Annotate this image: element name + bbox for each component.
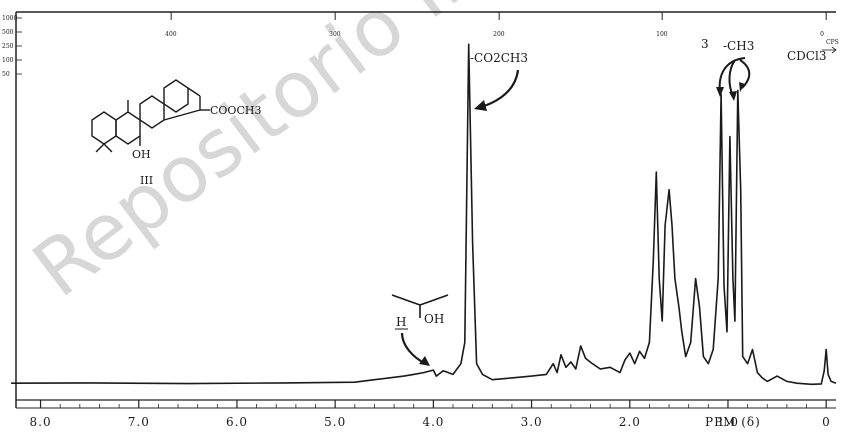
carbinol-bond-2 xyxy=(419,294,449,306)
carbinol-bond-1 xyxy=(391,294,421,306)
structure-ester-label: COOCH3 xyxy=(210,104,261,117)
carbinol-arrow xyxy=(400,332,427,365)
carbinol-h-label: H xyxy=(396,315,406,329)
ppm-tick-label: 1.0 xyxy=(717,415,739,429)
bridge-3 xyxy=(163,109,201,121)
cps-tick-label: 0 xyxy=(820,31,824,38)
ppm-tick-label: 4.0 xyxy=(422,415,444,429)
ppm-tick-label: 2.0 xyxy=(619,415,641,429)
cps-tick-label: 100 xyxy=(656,31,668,38)
methyl-arrow-mid-head xyxy=(729,91,737,101)
compound-label: III xyxy=(140,174,153,187)
cps-tick-label: 400 xyxy=(165,31,177,38)
ring-c xyxy=(139,95,165,129)
cps-unit-label: CPS xyxy=(826,39,839,46)
methyl-arrow-mid xyxy=(728,59,736,97)
x-axis-label: PPM (δ) xyxy=(705,415,761,429)
ring-a xyxy=(91,111,117,145)
left-scale-label: 50 xyxy=(2,71,10,78)
ester-arrow-head xyxy=(474,100,487,111)
left-scale-label: 250 xyxy=(2,43,14,50)
ppm-tick-label: 0 xyxy=(822,415,831,429)
watermark-text: Repositorio Inst xyxy=(17,0,555,315)
ppm-tick-label: 6.0 xyxy=(226,415,248,429)
methyl-arrow-right-head xyxy=(739,82,745,92)
ring-b xyxy=(115,111,141,145)
chemical-structure xyxy=(91,79,210,153)
ring-d xyxy=(163,79,189,113)
ppm-tick-label: 7.0 xyxy=(128,415,150,429)
ester-annotation: -CO2CH3 xyxy=(470,51,528,65)
carbinol-annotation: H OH xyxy=(391,294,449,366)
cps-scale: 400 300 200 100 0 xyxy=(165,12,827,38)
cps-tick-label: 200 xyxy=(493,31,505,38)
left-scale-label: 500 xyxy=(2,29,14,36)
left-scale-label: 100 xyxy=(2,57,14,64)
methyl-arrow-right xyxy=(739,59,751,89)
methyl-arrow-left-head xyxy=(716,87,724,97)
cps-arrow-head xyxy=(831,46,837,54)
ppm-tick-label: 5.0 xyxy=(324,415,346,429)
carbinol-arrow-head xyxy=(419,356,430,366)
carbinol-oh-label: OH xyxy=(424,312,444,326)
cps-tick-label: 300 xyxy=(329,31,341,38)
spectrum-line xyxy=(11,43,837,386)
ppm-axis: 8.0 7.0 6.0 5.0 4.0 3.0 2.0 1.0 0 xyxy=(30,400,831,429)
left-scale-label: 1000 xyxy=(2,15,17,22)
methyl-count-label: 3 xyxy=(701,37,709,51)
gem-methyl-bond-2 xyxy=(103,143,113,153)
watermark: Repositorio Inst xyxy=(17,0,555,315)
gem-methyl-bond-1 xyxy=(95,143,105,153)
structure-hydroxyl-label: OH xyxy=(132,148,151,161)
solvent-label: CDCl3 xyxy=(787,49,826,63)
spectrum-series xyxy=(11,43,837,386)
ppm-tick-label: 8.0 xyxy=(30,415,52,429)
bridge-1 xyxy=(187,87,201,97)
left-intensity-scale: 1000 500 250 100 50 xyxy=(2,15,22,78)
methyl-annotation: -CH3 xyxy=(723,39,754,53)
ppm-tick-label: 3.0 xyxy=(521,415,543,429)
